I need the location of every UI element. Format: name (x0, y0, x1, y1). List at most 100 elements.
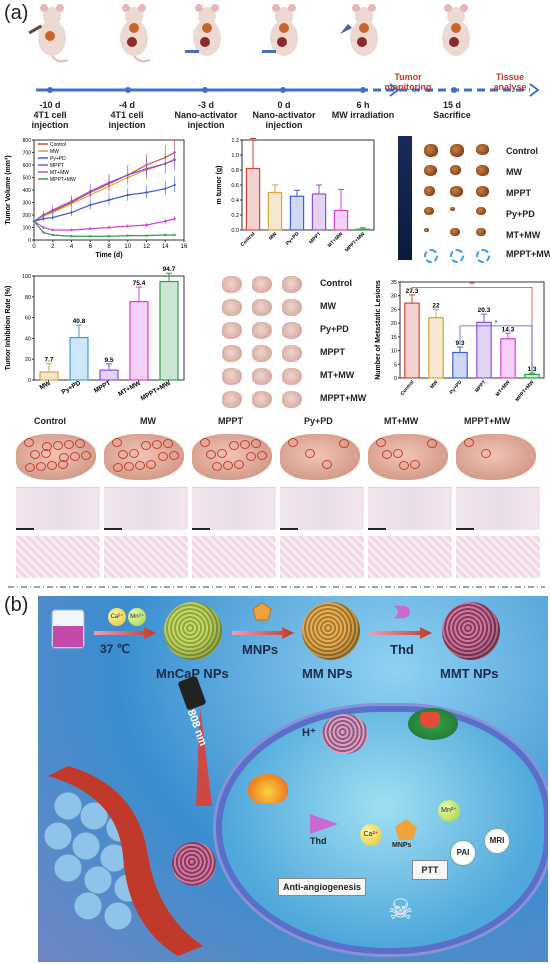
tumor-specimen (450, 186, 463, 198)
y-axis-label: Number of Metastatic Lesions (375, 280, 382, 380)
legend-label: Control (50, 142, 66, 148)
category-label: MPPT (93, 380, 112, 395)
y-tick-label: 200 (23, 213, 32, 219)
lung-label: Control (320, 278, 352, 288)
lung-photo-panel: Control MW Py+PD MPPT MT+MW MPPT+MW (212, 274, 372, 410)
anti-angiogenesis-box: Anti-angiogenesis (278, 878, 367, 896)
x-axis-label: Time (d) (95, 252, 122, 259)
mouse-icon (258, 4, 306, 64)
tumor-specimen (476, 144, 489, 156)
bar (355, 228, 371, 231)
data-point (145, 167, 148, 170)
histology-high-mag (104, 536, 188, 578)
mmt-label: MMT NPs (440, 666, 499, 681)
y-tick-label: 40 (25, 336, 31, 342)
tumor-specimen (476, 186, 489, 198)
y-tick-label: 100 (23, 226, 32, 232)
bar (267, 191, 283, 231)
data-point (89, 203, 92, 207)
lung-row-label: Control (34, 416, 66, 426)
bar (289, 195, 305, 231)
data-label: 7.7 (44, 357, 53, 364)
bar (333, 209, 349, 231)
data-label: 94.7 (163, 266, 176, 273)
mncap-sphere (164, 602, 222, 660)
tumor-monitoring-label: Tumor monitoring (384, 72, 432, 92)
metastasis-circle (24, 438, 34, 447)
lung-specimen (282, 299, 302, 316)
tumor-label: MPPT+MW (506, 249, 550, 259)
data-point (145, 223, 148, 227)
x-tick-label: 16 (181, 244, 188, 250)
data-point (126, 234, 129, 237)
lung-specimen (222, 345, 242, 362)
bar (99, 369, 119, 381)
arrow-icon (232, 627, 294, 639)
data-point (32, 220, 36, 223)
mnps-icon (252, 602, 272, 621)
tumor-label: MPPT (506, 188, 532, 198)
category-label: Control (240, 231, 257, 248)
metastasis-circle (339, 439, 349, 448)
data-point (70, 200, 73, 203)
lung-specimen (282, 276, 302, 293)
y-tick-label: 15 (391, 335, 397, 341)
heat-icon (248, 774, 288, 804)
data-point (42, 226, 45, 229)
tumor-specimen (424, 165, 437, 177)
mn-ion-bead: Mn²⁺ (128, 608, 146, 626)
tumor-specimen (476, 249, 490, 263)
timeline-step: -4 d 4T1 cell injection (108, 100, 146, 130)
metastasis-circle (36, 462, 46, 471)
bar (129, 300, 149, 381)
y-tick-label: 0.4 (231, 198, 239, 204)
y-tick-label: 100 (22, 274, 31, 280)
data-point (145, 234, 148, 237)
ca-ion-bead: Ca²⁺ (108, 608, 126, 626)
category-label: MPPT+MW (140, 379, 173, 402)
arrow-icon (370, 627, 432, 639)
data-label: 20.3 (478, 307, 491, 314)
mnps-small-icon (395, 819, 417, 840)
lung-specimen (252, 391, 272, 408)
histology-high-mag (192, 536, 276, 578)
y-tick-label: 5 (394, 362, 397, 368)
bar (452, 351, 468, 379)
bar (500, 338, 516, 379)
metastasis-circle (382, 450, 392, 459)
metastasis-circle (75, 439, 85, 448)
series-line (33, 159, 175, 222)
x-tick-label: 2 (51, 244, 55, 250)
y-tick-label: 1.0 (231, 153, 239, 159)
x-tick-label: 10 (124, 244, 131, 250)
data-point (89, 190, 92, 193)
category-label: MPPT+MW (514, 379, 535, 403)
metastasis-circle (200, 438, 210, 447)
data-label: 9.5 (104, 357, 113, 364)
ptt-box: PTT (412, 860, 448, 880)
metastasis-circle (206, 450, 216, 459)
lung-specimen (282, 345, 302, 362)
y-axis-label: Tumor Inhibition Rate (%) (5, 286, 12, 371)
tumor-volume-chart: 0 100 200 300 400 500 600 700 800 0 2 4 6 8 10 12 14 16 Ti… (5, 138, 188, 259)
metastasis-circle (251, 439, 261, 448)
y-tick-label: 0.0 (231, 228, 239, 234)
mnps-label: MNPs (242, 642, 279, 657)
data-point (126, 173, 129, 177)
arrow-icon (94, 627, 156, 639)
metastasis-circle (135, 461, 145, 470)
data-point (70, 228, 73, 232)
mm-label: MM NPs (302, 666, 353, 681)
metastasis-circle (47, 461, 57, 470)
metastasis-circle (129, 449, 139, 458)
y-tick-label: 600 (23, 163, 32, 169)
metastasis-circle (399, 461, 409, 470)
nanoparticle-sphere (172, 842, 216, 886)
histology-low-mag (456, 487, 540, 530)
metastasis-circle (70, 452, 80, 461)
data-point (164, 187, 167, 190)
metastasis-circle (234, 460, 244, 469)
scale-bar (280, 528, 298, 530)
lung-row-label: MT+MW (384, 416, 419, 426)
bar (69, 336, 89, 381)
